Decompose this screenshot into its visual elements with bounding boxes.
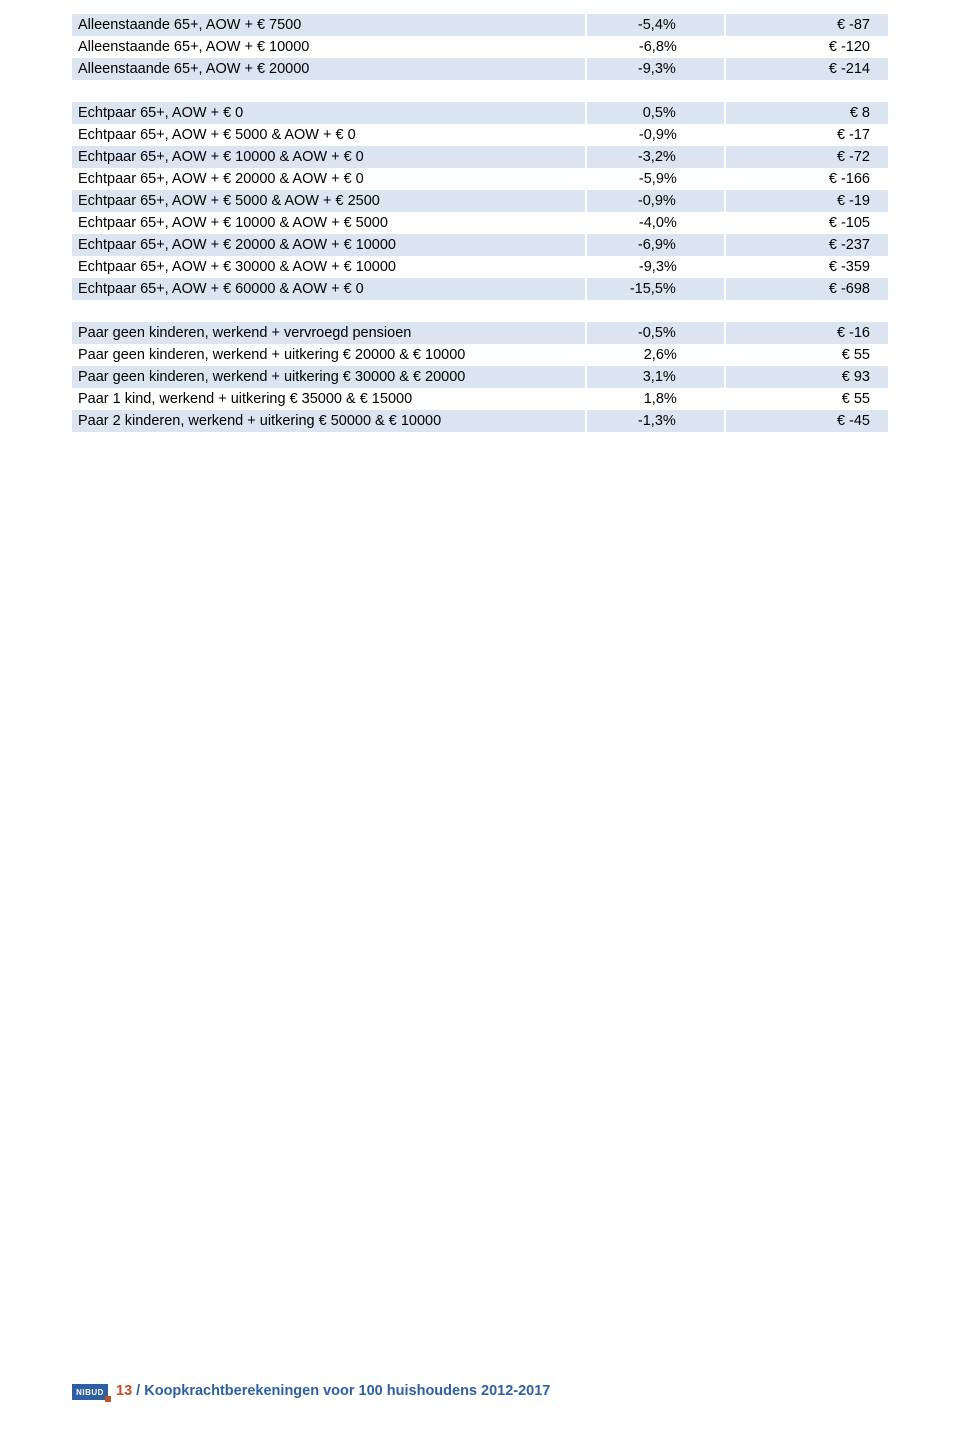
row-pct: -6,9%: [586, 234, 725, 256]
row-eur: € -237: [725, 234, 888, 256]
row-pct: -0,9%: [586, 190, 725, 212]
table-row: Alleenstaande 65+, AOW + € 7500-5,4%€ -8…: [72, 14, 888, 36]
table-row: [72, 300, 888, 322]
row-label: Echtpaar 65+, AOW + € 0: [72, 102, 586, 124]
footer-separator: /: [132, 1383, 144, 1399]
spacer-cell: [72, 80, 888, 102]
row-pct: -15,5%: [586, 278, 725, 300]
row-label: Paar geen kinderen, werkend + uitkering …: [72, 344, 586, 366]
row-label: Paar 2 kinderen, werkend + uitkering € 5…: [72, 410, 586, 432]
row-pct: -5,9%: [586, 168, 725, 190]
footer-title: Koopkrachtberekeningen voor 100 huishoud…: [144, 1383, 550, 1399]
row-label: Paar 1 kind, werkend + uitkering € 35000…: [72, 388, 586, 410]
row-pct: -1,3%: [586, 410, 725, 432]
row-label: Echtpaar 65+, AOW + € 20000 & AOW + € 10…: [72, 234, 586, 256]
row-label: Echtpaar 65+, AOW + € 10000 & AOW + € 0: [72, 146, 586, 168]
row-eur: € -72: [725, 146, 888, 168]
row-eur: € -359: [725, 256, 888, 278]
table-body: Alleenstaande 65+, AOW + € 7500-5,4%€ -8…: [72, 14, 888, 432]
row-label: Alleenstaande 65+, AOW + € 10000: [72, 36, 586, 58]
row-pct: -0,5%: [586, 322, 725, 344]
page-footer: NIBUD 13 / Koopkrachtberekeningen voor 1…: [72, 1382, 550, 1401]
row-pct: 3,1%: [586, 366, 725, 388]
table-row: Echtpaar 65+, AOW + € 60000 & AOW + € 0-…: [72, 278, 888, 300]
table-row: Paar geen kinderen, werkend + uitkering …: [72, 344, 888, 366]
row-pct: 2,6%: [586, 344, 725, 366]
table-row: Paar 2 kinderen, werkend + uitkering € 5…: [72, 410, 888, 432]
table-row: Echtpaar 65+, AOW + € 20000 & AOW + € 10…: [72, 234, 888, 256]
row-pct: -6,8%: [586, 36, 725, 58]
row-eur: € -166: [725, 168, 888, 190]
row-pct: -9,3%: [586, 256, 725, 278]
row-label: Echtpaar 65+, AOW + € 20000 & AOW + € 0: [72, 168, 586, 190]
row-eur: € -214: [725, 58, 888, 80]
row-eur: € -19: [725, 190, 888, 212]
row-eur: € 93: [725, 366, 888, 388]
row-label: Paar geen kinderen, werkend + uitkering …: [72, 366, 586, 388]
logo-wrap: NIBUD: [72, 1382, 108, 1401]
table-row: Echtpaar 65+, AOW + € 20000 & AOW + € 0-…: [72, 168, 888, 190]
row-label: Echtpaar 65+, AOW + € 30000 & AOW + € 10…: [72, 256, 586, 278]
table-row: Echtpaar 65+, AOW + € 5000 & AOW + € 0-0…: [72, 124, 888, 146]
row-label: Alleenstaande 65+, AOW + € 7500: [72, 14, 586, 36]
row-eur: € -17: [725, 124, 888, 146]
table-row: Paar geen kinderen, werkend + vervroegd …: [72, 322, 888, 344]
data-table: Alleenstaande 65+, AOW + € 7500-5,4%€ -8…: [72, 14, 888, 432]
row-pct: -3,2%: [586, 146, 725, 168]
row-eur: € -87: [725, 14, 888, 36]
row-label: Paar geen kinderen, werkend + vervroegd …: [72, 322, 586, 344]
row-label: Echtpaar 65+, AOW + € 10000 & AOW + € 50…: [72, 212, 586, 234]
table-row: Alleenstaande 65+, AOW + € 20000-9,3%€ -…: [72, 58, 888, 80]
row-eur: € 8: [725, 102, 888, 124]
row-pct: 0,5%: [586, 102, 725, 124]
table-row: Echtpaar 65+, AOW + € 10000 & AOW + € 50…: [72, 212, 888, 234]
table-row: Echtpaar 65+, AOW + € 5000 & AOW + € 250…: [72, 190, 888, 212]
row-eur: € -105: [725, 212, 888, 234]
row-label: Echtpaar 65+, AOW + € 5000 & AOW + € 0: [72, 124, 586, 146]
row-pct: -4,0%: [586, 212, 725, 234]
row-eur: € -45: [725, 410, 888, 432]
table-row: [72, 80, 888, 102]
row-pct: -5,4%: [586, 14, 725, 36]
row-eur: € -16: [725, 322, 888, 344]
row-label: Echtpaar 65+, AOW + € 5000 & AOW + € 250…: [72, 190, 586, 212]
row-label: Echtpaar 65+, AOW + € 60000 & AOW + € 0: [72, 278, 586, 300]
table-row: Paar 1 kind, werkend + uitkering € 35000…: [72, 388, 888, 410]
spacer-cell: [72, 300, 888, 322]
footer-text: 13 / Koopkrachtberekeningen voor 100 hui…: [116, 1383, 550, 1399]
row-eur: € -120: [725, 36, 888, 58]
row-label: Alleenstaande 65+, AOW + € 20000: [72, 58, 586, 80]
row-pct: 1,8%: [586, 388, 725, 410]
row-pct: -9,3%: [586, 58, 725, 80]
table-row: Echtpaar 65+, AOW + € 10000 & AOW + € 0-…: [72, 146, 888, 168]
page: Alleenstaande 65+, AOW + € 7500-5,4%€ -8…: [0, 0, 960, 1448]
row-eur: € -698: [725, 278, 888, 300]
table-row: Echtpaar 65+, AOW + € 00,5%€ 8: [72, 102, 888, 124]
row-eur: € 55: [725, 388, 888, 410]
table-row: Alleenstaande 65+, AOW + € 10000-6,8%€ -…: [72, 36, 888, 58]
nibud-logo: NIBUD: [72, 1384, 108, 1400]
table-row: Paar geen kinderen, werkend + uitkering …: [72, 366, 888, 388]
table-row: Echtpaar 65+, AOW + € 30000 & AOW + € 10…: [72, 256, 888, 278]
page-number: 13: [116, 1383, 132, 1399]
logo-accent: [105, 1396, 111, 1402]
row-pct: -0,9%: [586, 124, 725, 146]
row-eur: € 55: [725, 344, 888, 366]
